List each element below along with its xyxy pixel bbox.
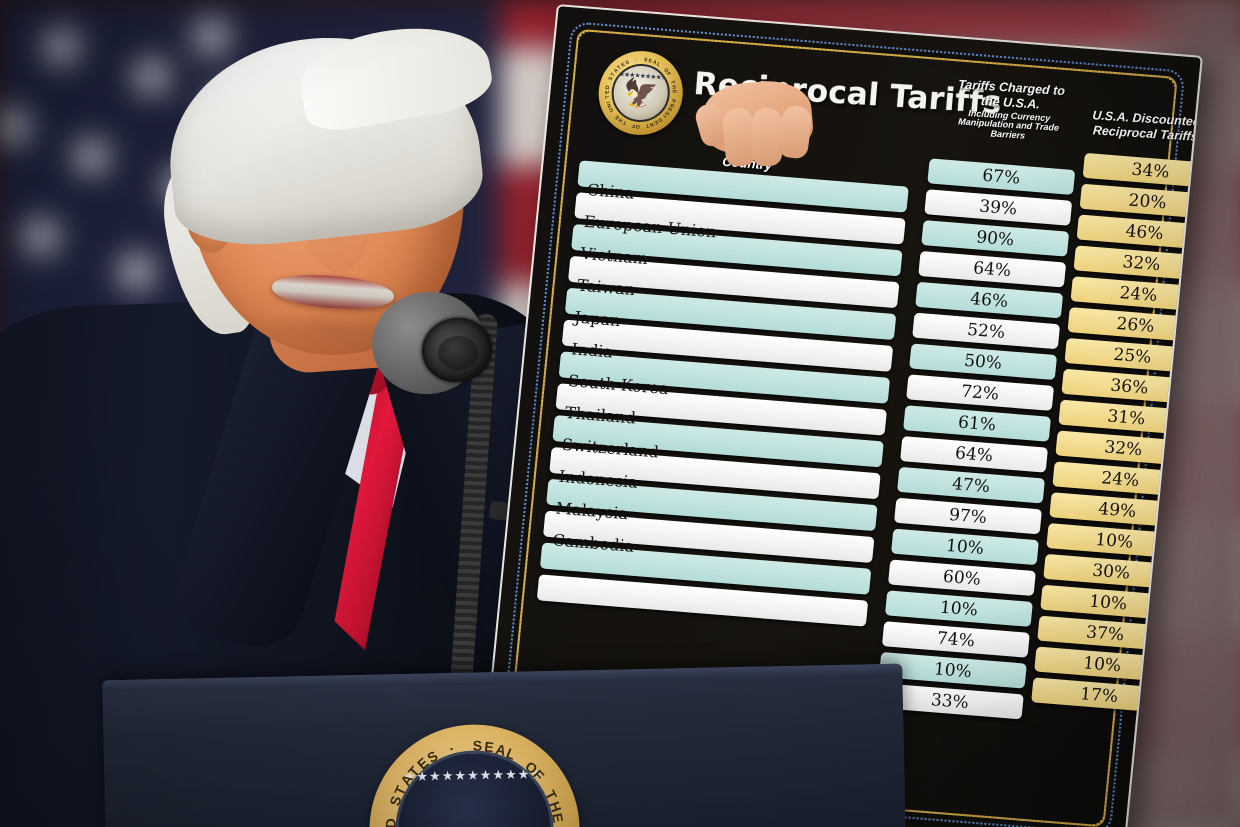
tariff-discounted-value: 10%	[1040, 584, 1177, 621]
microphone-capsule	[438, 336, 478, 370]
tariff-discounted-value: 26%	[1067, 307, 1204, 343]
tariff-charged-value: 61%	[903, 405, 1052, 442]
tariff-charged-value: 60%	[887, 559, 1036, 597]
tariff-charged-value: 39%	[924, 189, 1073, 226]
hand-gripping-board	[690, 77, 820, 182]
tariff-charged-value: 74%	[881, 621, 1030, 658]
tariff-charged-value: 72%	[906, 374, 1055, 411]
tariff-discounted-value: 37%	[1037, 615, 1174, 652]
tariff-charged-value: 67%	[927, 158, 1076, 195]
tariff-discounted-value: 24%	[1052, 461, 1189, 497]
tariff-discounted-value: 30%	[1043, 553, 1180, 590]
tariff-discounted-value: 10%	[1034, 646, 1171, 683]
tariff-charged-value: 50%	[909, 343, 1058, 381]
column-header-discounted: U.S.A. Discounted Reciprocal Tariffs	[1091, 108, 1202, 144]
column-header-charged-main: Tariffs Charged to the U.S.A.	[957, 77, 1066, 112]
tariff-discounted-value: 31%	[1058, 399, 1195, 436]
column-header-charged-sub: Including Currency Manipulation and Trad…	[957, 107, 1060, 141]
tariff-discounted-value: 24%	[1070, 276, 1204, 312]
country-label: India	[570, 339, 614, 362]
tariff-charged-value: 10%	[890, 528, 1039, 566]
country-label: Japan	[573, 307, 622, 331]
tariff-discounted-value: 25%	[1064, 337, 1201, 374]
tariff-charged-value: 52%	[912, 312, 1061, 350]
tariff-discounted-value: 32%	[1073, 245, 1204, 282]
tariff-discounted-value: 46%	[1076, 214, 1204, 251]
tariff-discounted-value: 34%	[1082, 152, 1204, 189]
tariff-charged-value: 64%	[900, 436, 1049, 473]
tariff-discounted-value: 10%	[1046, 523, 1183, 559]
country-column: China European Union Vietnam Taiwan Japan Ind…	[536, 160, 909, 632]
microphone	[363, 283, 552, 714]
country-label: China	[586, 180, 636, 203]
tariff-charged-value: 64%	[918, 250, 1067, 288]
finger-ring	[776, 104, 814, 160]
tariff-charged-value: 46%	[915, 281, 1064, 319]
finger-middle	[752, 108, 782, 166]
tariff-charged-value: 90%	[921, 220, 1070, 257]
tariff-discounted-value: 17%	[1031, 677, 1168, 713]
tariff-charged-value: 97%	[893, 497, 1042, 535]
tariff-discounted-value: 36%	[1061, 368, 1198, 405]
tariff-discounted-value: 32%	[1055, 430, 1192, 467]
tariff-charged-value: 10%	[884, 590, 1033, 627]
column-header-tariffs-charged: Tariffs Charged to the U.S.A. Including …	[946, 77, 1073, 145]
tariff-discounted-value: 20%	[1079, 183, 1204, 220]
tariff-charged-value: 47%	[897, 466, 1046, 504]
tariff-discounted-value: 49%	[1049, 492, 1186, 528]
